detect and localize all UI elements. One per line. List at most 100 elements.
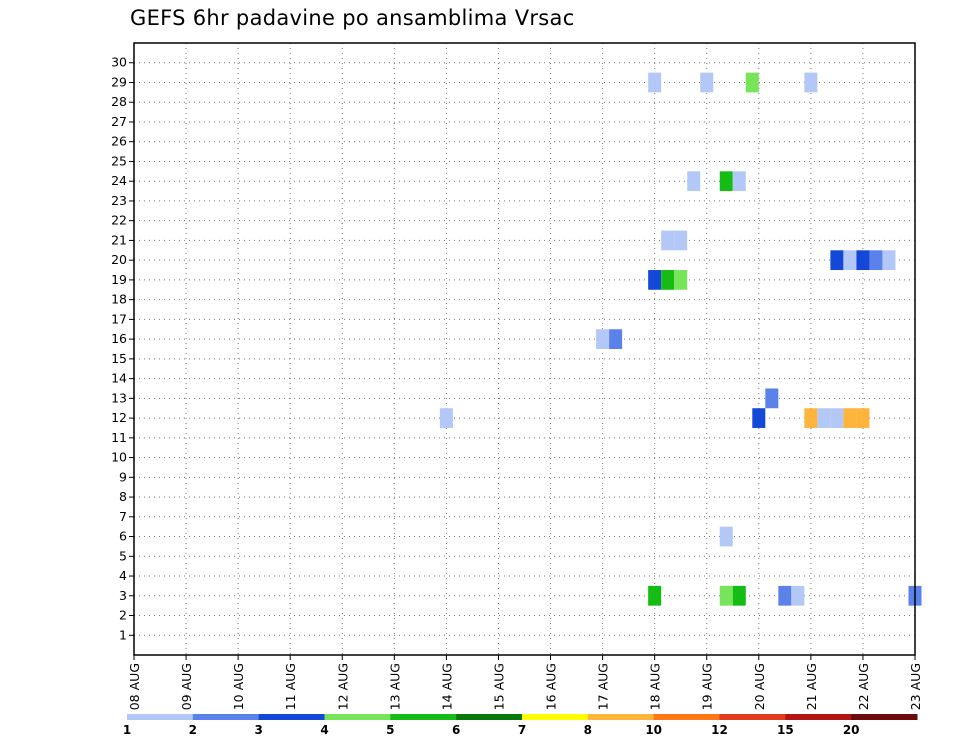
colorbar-label: 1: [123, 723, 131, 737]
y-tick-label: 9: [119, 469, 127, 484]
precipitation-cells: [439, 72, 922, 606]
x-tick-label: 12 AUG: [335, 663, 350, 710]
x-tick-label: 10 AUG: [231, 663, 246, 710]
y-tick-label: 26: [111, 134, 127, 149]
precipitation-cell: [804, 408, 818, 428]
x-tick-label: 22 AUG: [856, 663, 871, 710]
precipitation-cell: [648, 72, 662, 93]
x-tick-label: 18 AUG: [648, 663, 663, 710]
colorbar-segment: [851, 714, 918, 720]
precipitation-cell: [719, 171, 733, 192]
precipitation-cell: [843, 250, 857, 271]
grid-lines: [134, 43, 915, 655]
precipitation-cell: [869, 250, 883, 271]
x-tick-label: 15 AUG: [491, 663, 506, 710]
colorbar-segment: [522, 714, 589, 720]
y-tick-label: 23: [111, 193, 127, 208]
precipitation-cell: [719, 585, 733, 606]
y-tick-label: 2: [119, 608, 127, 623]
y-tick-label: 10: [111, 450, 127, 465]
precipitation-cell: [830, 250, 844, 271]
precipitation-cell: [817, 408, 831, 428]
y-tick-label: 6: [119, 529, 127, 544]
y-tick-label: 28: [111, 94, 127, 109]
colorbar-segment: [785, 714, 852, 720]
chart-title: GEFS 6hr padavine po ansamblima Vrsac: [130, 6, 575, 30]
precipitation-cell: [439, 408, 453, 428]
colorbar-label: 4: [320, 723, 328, 737]
precipitation-cell: [674, 270, 688, 290]
y-tick-label: 21: [111, 232, 127, 247]
precipitation-cell: [700, 72, 714, 93]
x-tick-label: 17 AUG: [596, 663, 611, 710]
y-tick-label: 7: [119, 509, 127, 524]
precipitation-cell: [856, 250, 870, 271]
precipitation-cell: [856, 408, 870, 428]
colorbar: 1 2 3 4 5 6 7 8 10 12 15 20: [123, 714, 918, 737]
precipitation-cell: [843, 408, 857, 428]
precipitation-cell: [791, 585, 805, 606]
colorbar-label: 7: [518, 723, 526, 737]
colorbar-segment: [127, 714, 194, 720]
y-tick-label: 15: [111, 351, 127, 366]
x-axis-ticks: 08 AUG 09 AUG 10 AUG 11 AUG 12 AUG 13 AUG 14 A…: [127, 655, 923, 710]
precipitation-cell: [732, 171, 746, 192]
colorbar-label: 6: [452, 723, 460, 737]
precipitation-cell: [804, 72, 818, 93]
colorbar-label: 20: [843, 723, 860, 737]
precipitation-cell: [648, 585, 662, 606]
y-tick-label: 20: [111, 252, 127, 267]
x-tick-label: 23 AUG: [908, 663, 923, 710]
y-tick-label: 19: [111, 272, 127, 287]
colorbar-label: 12: [711, 723, 728, 737]
y-tick-label: 5: [119, 548, 127, 563]
colorbar-segment: [390, 714, 457, 720]
colorbar-segment: [192, 714, 260, 720]
precipitation-cell: [745, 72, 759, 93]
precipitation-cell: [596, 329, 610, 349]
precipitation-cell: [661, 230, 675, 251]
colorbar-label: 2: [189, 723, 197, 737]
y-axis-ticks: 1234567891011121314151617181920212223242…: [111, 55, 134, 642]
precipitation-cell: [732, 585, 746, 606]
y-tick-label: 14: [111, 371, 127, 386]
x-tick-label: 14 AUG: [439, 663, 454, 710]
colorbar-segment: [587, 714, 655, 720]
precipitation-cell: [674, 230, 688, 251]
y-tick-label: 30: [111, 55, 127, 70]
y-tick-label: 27: [111, 114, 127, 129]
precipitation-cell: [648, 270, 662, 290]
y-tick-label: 29: [111, 74, 127, 89]
y-tick-label: 3: [119, 588, 127, 603]
colorbar-segment: [324, 714, 391, 720]
colorbar-label: 15: [777, 723, 794, 737]
x-tick-label: 21 AUG: [804, 663, 819, 710]
y-tick-label: 4: [119, 568, 127, 583]
y-tick-label: 13: [111, 390, 127, 405]
colorbar-label: 3: [254, 723, 262, 737]
y-tick-label: 1: [119, 627, 127, 642]
colorbar-label: 10: [645, 723, 662, 737]
y-tick-label: 8: [119, 489, 127, 504]
precipitation-cell: [609, 329, 623, 349]
x-tick-label: 08 AUG: [127, 663, 142, 710]
y-tick-label: 18: [111, 292, 127, 307]
x-tick-label: 11 AUG: [283, 663, 298, 710]
x-tick-label: 20 AUG: [752, 663, 767, 710]
precipitation-cell: [661, 270, 675, 290]
precipitation-cell: [882, 250, 896, 271]
precipitation-cell: [778, 585, 792, 606]
precipitation-cell: [765, 388, 779, 409]
colorbar-segment: [258, 714, 325, 720]
x-tick-label: 13 AUG: [387, 663, 402, 710]
precipitation-cell: [687, 171, 701, 192]
y-tick-label: 16: [111, 331, 127, 346]
y-tick-label: 25: [111, 153, 127, 168]
y-tick-label: 12: [111, 410, 127, 425]
x-tick-label: 16 AUG: [544, 663, 559, 710]
x-tick-label: 09 AUG: [179, 663, 194, 710]
y-tick-label: 17: [111, 311, 127, 326]
y-tick-label: 22: [111, 213, 127, 228]
colorbar-segment: [653, 714, 720, 720]
